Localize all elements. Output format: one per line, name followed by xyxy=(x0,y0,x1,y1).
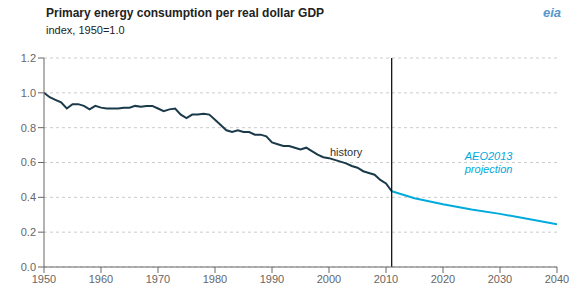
svg-text:AEO2013projection: AEO2013projection xyxy=(464,150,514,175)
svg-text:1970: 1970 xyxy=(146,273,170,285)
svg-text:0.6: 0.6 xyxy=(21,156,36,168)
svg-text:0.2: 0.2 xyxy=(21,226,36,238)
svg-text:1980: 1980 xyxy=(203,273,227,285)
svg-text:1.0: 1.0 xyxy=(21,87,36,99)
svg-text:1.2: 1.2 xyxy=(21,52,36,64)
svg-text:2040: 2040 xyxy=(545,273,569,285)
svg-text:0.4: 0.4 xyxy=(21,191,36,203)
svg-text:1950: 1950 xyxy=(32,273,56,285)
svg-text:0.8: 0.8 xyxy=(21,122,36,134)
svg-text:1990: 1990 xyxy=(260,273,284,285)
svg-text:2010: 2010 xyxy=(374,273,398,285)
html-text:Primary energy consumption per: Primary energy consumption per real doll… xyxy=(46,6,325,20)
html-text:eia: eia xyxy=(542,5,561,20)
svg-text:2020: 2020 xyxy=(431,273,455,285)
svg-text:history: history xyxy=(330,146,363,158)
html-text:index, 1950=1.0: index, 1950=1.0 xyxy=(46,24,125,36)
svg-text:0.0: 0.0 xyxy=(21,261,36,273)
svg-text:2030: 2030 xyxy=(488,273,512,285)
svg-text:2000: 2000 xyxy=(317,273,341,285)
svg-text:1960: 1960 xyxy=(89,273,113,285)
